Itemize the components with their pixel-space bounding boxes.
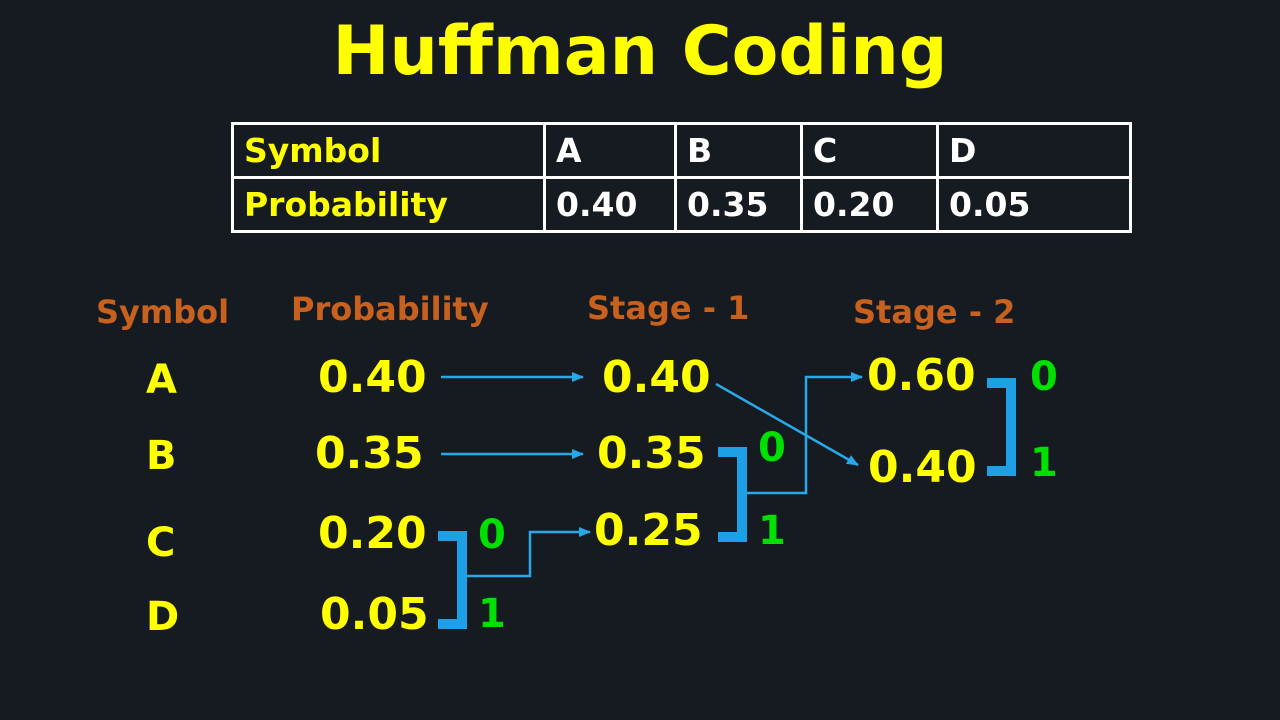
column-header-stage-1: Stage - 1 <box>587 289 750 327</box>
symbol-c: C <box>146 520 176 566</box>
bit-c: 0 <box>478 512 506 558</box>
stage2-value-bcd: 0.60 <box>867 350 976 401</box>
probability-b: 0.35 <box>315 428 424 479</box>
stage1-value-cd: 0.25 <box>594 505 703 556</box>
bit-stage2-bottom: 1 <box>1030 440 1058 486</box>
stage2-value-a: 0.40 <box>868 442 977 493</box>
bracket-cd <box>438 531 467 629</box>
column-header-probability: Probability <box>291 290 489 328</box>
table-cell-prob-b: 0.35 <box>674 176 803 233</box>
table-row-probability: Probability 0.40 0.35 0.20 0.05 <box>231 176 1132 233</box>
table-cell-prob-a: 0.40 <box>543 176 677 233</box>
arrow-stage1-a-to-stage2 <box>715 382 859 467</box>
table-row-label: Probability <box>231 176 546 233</box>
stage1-value-a: 0.40 <box>602 352 711 403</box>
arrow-cd-to-stage1 <box>466 527 591 578</box>
symbol-d: D <box>146 594 180 640</box>
probability-c: 0.20 <box>318 508 427 559</box>
bit-stage2-top: 0 <box>1030 354 1058 400</box>
column-header-symbol: Symbol <box>96 293 230 331</box>
table-cell-symbol-a: A <box>543 122 677 179</box>
table-cell-prob-c: 0.20 <box>800 176 939 233</box>
probability-a: 0.40 <box>318 352 427 403</box>
page-title: Huffman Coding <box>332 12 948 91</box>
column-header-stage-2: Stage - 2 <box>853 293 1016 331</box>
arrow-stage1-bcd-to-stage2 <box>742 372 863 495</box>
table-cell-symbol-b: B <box>674 122 803 179</box>
table-row-label: Symbol <box>231 122 546 179</box>
bit-stage1-b: 0 <box>758 425 786 471</box>
symbol-b: B <box>146 433 177 479</box>
table-row-symbol: Symbol A B C D <box>231 122 1132 179</box>
table-cell-prob-d: 0.05 <box>936 176 1132 233</box>
bracket-stage2 <box>987 378 1016 476</box>
table-cell-symbol-c: C <box>800 122 939 179</box>
stage1-value-b: 0.35 <box>597 428 706 479</box>
bracket-stage1 <box>718 447 747 542</box>
probability-table: Symbol A B C D Probability 0.40 0.35 0.2… <box>231 122 1132 233</box>
table-cell-symbol-d: D <box>936 122 1132 179</box>
probability-d: 0.05 <box>320 589 429 640</box>
bit-d: 1 <box>478 591 506 637</box>
symbol-a: A <box>146 357 177 403</box>
bit-stage1-cd: 1 <box>758 508 786 554</box>
